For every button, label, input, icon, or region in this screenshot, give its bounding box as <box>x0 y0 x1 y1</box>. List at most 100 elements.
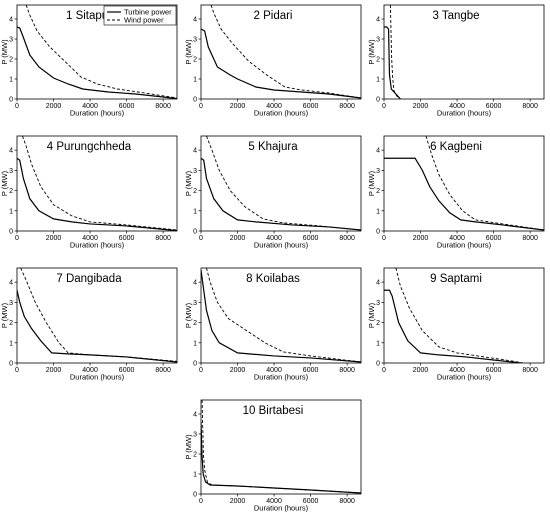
y-tick-label: 1 <box>193 77 197 84</box>
panel-title: 4 Purungchheda <box>47 141 132 153</box>
x-tick-label: 8000 <box>522 367 538 374</box>
y-tick-label: 4 <box>193 148 197 155</box>
y-tick-label: 1 <box>376 340 380 347</box>
x-tick-label: 8000 <box>339 103 355 110</box>
y-tick-label: 3 <box>193 300 197 307</box>
x-tick-label: 8000 <box>155 103 171 110</box>
y-tick-label: 0 <box>376 361 380 368</box>
plot-frame <box>200 4 362 100</box>
plot-frame <box>383 4 545 100</box>
y-tick-label: 1 <box>193 208 197 215</box>
panel-title: 3 Tangbe <box>432 10 479 22</box>
y-tick-label: 1 <box>376 77 380 84</box>
y-tick-label: 2 <box>9 188 13 195</box>
x-tick-label: 2000 <box>413 367 429 374</box>
y-axis-label: P (MW) <box>184 39 193 65</box>
y-tick-label: 4 <box>376 17 380 24</box>
y-tick-label: 0 <box>9 97 13 104</box>
x-tick-label: 6000 <box>119 367 135 374</box>
panel-7: 0 2000 4000 6000 8000 0 1 2 3 4 Duration (hours) P … <box>0 267 178 382</box>
panel-5: 0 2000 4000 6000 8000 0 1 2 3 4 Duration (hours) P … <box>184 135 362 250</box>
wind-power-line <box>25 5 177 99</box>
y-tick-label: 2 <box>376 188 380 195</box>
x-tick-label: 8000 <box>339 498 355 505</box>
y-tick-label: 3 <box>193 37 197 44</box>
x-tick-label: 6000 <box>119 103 135 110</box>
y-tick-label: 1 <box>193 472 197 479</box>
panel-title: 7 Dangibada <box>56 273 122 285</box>
x-tick-label: 0 <box>199 367 203 374</box>
y-axis-label: P (MW) <box>0 39 9 65</box>
panel-title: 5 Khajura <box>248 141 298 153</box>
panel-title: 8 Koilabas <box>246 273 300 285</box>
y-tick-label: 3 <box>376 37 380 44</box>
panel-9: 0 2000 4000 6000 8000 0 1 2 3 4 Duration (hours) P … <box>367 267 545 382</box>
y-tick-label: 2 <box>9 57 13 64</box>
y-tick-label: 0 <box>376 229 380 236</box>
x-axis-label: Duration (hours) <box>254 241 309 250</box>
x-tick-label: 0 <box>15 367 19 374</box>
y-axis-label: P (MW) <box>184 434 193 460</box>
x-tick-label: 6000 <box>486 103 502 110</box>
plot-frame <box>383 267 545 364</box>
x-tick-label: 6000 <box>486 367 502 374</box>
x-tick-label: 4000 <box>82 103 98 110</box>
y-tick-label: 1 <box>9 340 13 347</box>
y-tick-label: 4 <box>193 280 197 287</box>
y-tick-label: 0 <box>9 361 13 368</box>
x-tick-label: 2000 <box>230 103 246 110</box>
panel-2: 0 2000 4000 6000 8000 0 1 2 3 4 Duration (hours) P … <box>184 4 362 118</box>
x-tick-label: 4000 <box>82 235 98 242</box>
wind-power-line <box>206 136 361 231</box>
x-tick-label: 2000 <box>413 235 429 242</box>
wind-power-line <box>210 5 361 99</box>
y-tick-label: 0 <box>193 492 197 499</box>
panel-10: 0 2000 4000 6000 8000 0 1 2 3 4 Duration (hours) P … <box>184 399 362 513</box>
wind-power-line <box>20 268 177 362</box>
x-tick-label: 0 <box>199 498 203 505</box>
y-tick-label: 1 <box>376 208 380 215</box>
turbine-power-line <box>17 157 177 231</box>
x-tick-label: 4000 <box>449 367 465 374</box>
turbine-power-line <box>384 289 522 363</box>
legend-label: Wind power <box>124 16 164 25</box>
x-axis-label: Duration (hours) <box>70 241 125 250</box>
x-tick-label: 4000 <box>449 103 465 110</box>
x-tick-label: 4000 <box>449 235 465 242</box>
turbine-power-line <box>201 157 361 231</box>
x-axis-label: Duration (hours) <box>437 373 492 382</box>
panel-4: 0 2000 4000 6000 8000 0 1 2 3 4 Duration (hours) P … <box>0 135 178 250</box>
x-tick-label: 2000 <box>230 367 246 374</box>
panel-1: 0 2000 4000 6000 8000 0 1 2 3 4 Duration (hours) P … <box>0 4 178 118</box>
y-tick-label: 2 <box>193 320 197 327</box>
wind-power-line <box>389 5 400 99</box>
y-tick-label: 0 <box>193 97 197 104</box>
x-tick-label: 8000 <box>155 235 171 242</box>
plot-frame <box>383 135 545 232</box>
y-tick-label: 2 <box>193 188 197 195</box>
wind-power-line <box>22 136 177 231</box>
x-tick-label: 6000 <box>486 235 502 242</box>
x-axis-label: Duration (hours) <box>437 109 492 118</box>
y-axis-label: P (MW) <box>0 302 9 328</box>
panel-title: 6 Kagbeni <box>430 141 482 153</box>
plot-frame <box>16 267 178 364</box>
y-tick-label: 4 <box>376 280 380 287</box>
x-tick-label: 2000 <box>413 103 429 110</box>
y-axis-label: P (MW) <box>0 170 9 196</box>
x-tick-label: 8000 <box>339 367 355 374</box>
y-tick-label: 2 <box>193 57 197 64</box>
x-tick-label: 4000 <box>266 235 282 242</box>
y-tick-label: 0 <box>9 229 13 236</box>
y-tick-label: 3 <box>193 168 197 175</box>
x-tick-label: 0 <box>199 103 203 110</box>
wind-power-line <box>206 268 361 363</box>
x-tick-label: 0 <box>382 235 386 242</box>
x-tick-label: 6000 <box>303 235 319 242</box>
x-tick-label: 8000 <box>155 367 171 374</box>
x-axis-label: Duration (hours) <box>254 373 309 382</box>
x-tick-label: 2000 <box>230 498 246 505</box>
y-tick-label: 4 <box>376 148 380 155</box>
